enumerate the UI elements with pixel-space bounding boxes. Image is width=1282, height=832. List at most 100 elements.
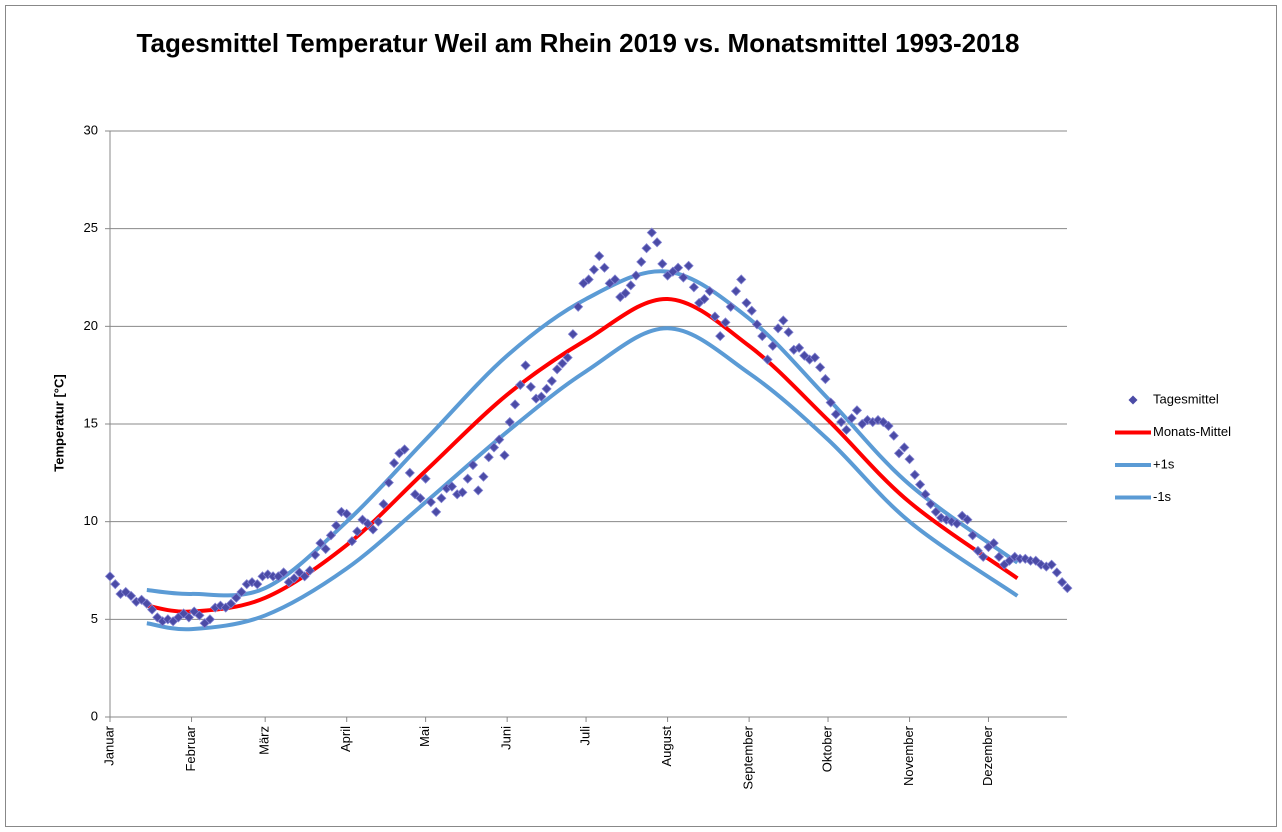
- data-point: [1046, 559, 1057, 570]
- data-point: [815, 362, 826, 373]
- data-point: [141, 598, 152, 609]
- y-tick-label: 30: [84, 122, 98, 137]
- legend-label: +1s: [1153, 456, 1175, 471]
- y-tick-label: 20: [84, 318, 98, 333]
- data-point: [225, 598, 237, 609]
- data-point: [1036, 559, 1047, 570]
- data-point: [925, 499, 936, 510]
- x-tick-label: November: [901, 725, 916, 786]
- data-point: [630, 270, 642, 281]
- data-point: [1009, 551, 1020, 562]
- data-point: [436, 493, 447, 504]
- data-point: [478, 471, 489, 482]
- data-point: [851, 405, 863, 416]
- data-point: [778, 315, 789, 326]
- line-series: [146, 269, 1019, 598]
- data-point: [367, 524, 379, 535]
- data-point: [641, 243, 652, 254]
- data-point: [704, 286, 715, 297]
- chart-title: Tagesmittel Temperatur Weil am Rhein 201…: [137, 28, 1020, 58]
- data-point: [1051, 567, 1062, 578]
- data-point: [830, 409, 841, 420]
- data-point: [404, 467, 415, 478]
- data-point: [562, 352, 573, 363]
- data-point: [783, 327, 794, 338]
- data-point: [573, 301, 584, 312]
- data-point: [483, 452, 494, 463]
- data-point: [899, 442, 910, 453]
- data-point: [941, 514, 952, 525]
- data-point: [688, 282, 699, 293]
- data-point: [147, 604, 158, 615]
- data-point: [236, 586, 247, 598]
- data-point: [951, 518, 962, 529]
- data-point: [825, 397, 836, 408]
- data-point: [515, 379, 526, 390]
- data-point: [194, 610, 205, 621]
- x-tick-label: September: [741, 725, 756, 789]
- data-point: [204, 614, 216, 625]
- data-point: [541, 383, 552, 394]
- data-point: [893, 448, 905, 459]
- legend-label: Monats-Mittel: [1153, 424, 1231, 439]
- data-point: [978, 551, 989, 562]
- data-point: [678, 272, 689, 283]
- data-point: [457, 487, 468, 498]
- data-point: [262, 569, 273, 580]
- x-tick-label: Oktober: [819, 725, 834, 772]
- data-point: [546, 375, 557, 387]
- data-point: [625, 280, 636, 291]
- data-point: [215, 600, 226, 611]
- data-point: [594, 250, 605, 262]
- data-point: [751, 319, 763, 330]
- data-point: [310, 549, 321, 560]
- data-point: [1057, 577, 1068, 588]
- x-tick-label: Januar: [101, 725, 116, 765]
- data-point: [709, 311, 720, 322]
- data-point: [289, 573, 300, 584]
- data-point: [915, 479, 926, 490]
- x-tick-label: Dezember: [980, 725, 995, 786]
- data-point: [946, 516, 957, 527]
- data-point: [920, 489, 931, 500]
- data-point: [699, 293, 710, 305]
- data-point: [378, 499, 389, 510]
- data-point: [231, 592, 242, 603]
- data-point: [136, 594, 147, 605]
- data-point: [883, 420, 894, 432]
- data-point: [767, 340, 778, 351]
- data-point: [720, 317, 731, 328]
- data-point: [183, 612, 194, 623]
- data-point: [736, 274, 747, 285]
- data-point: [488, 442, 500, 453]
- data-point: [972, 545, 984, 557]
- y-tick-label: 10: [84, 513, 98, 528]
- data-point: [609, 274, 621, 285]
- data-point: [1062, 583, 1073, 594]
- data-point: [794, 342, 805, 353]
- data-point: [252, 579, 263, 590]
- data-point: [362, 518, 373, 529]
- x-tick-label: Mai: [417, 726, 432, 747]
- data-point: [320, 543, 331, 555]
- data-point: [399, 444, 410, 455]
- data-point: [125, 590, 137, 601]
- data-point: [352, 526, 363, 537]
- legend-label: -1s: [1153, 489, 1172, 504]
- data-point: [557, 358, 568, 369]
- data-point: [599, 262, 610, 273]
- data-point: [646, 227, 657, 238]
- data-point: [552, 364, 563, 375]
- data-point: [809, 352, 820, 363]
- data-point: [741, 297, 752, 308]
- x-tick-label: März: [257, 726, 272, 755]
- data-point: [730, 286, 742, 297]
- data-point: [620, 288, 631, 299]
- data-point: [583, 274, 594, 285]
- data-point: [1020, 553, 1031, 564]
- data-point: [657, 258, 668, 269]
- data-point: [588, 264, 600, 275]
- data-point: [888, 430, 899, 441]
- legend-marker: [1128, 395, 1138, 405]
- data-point: [341, 508, 352, 519]
